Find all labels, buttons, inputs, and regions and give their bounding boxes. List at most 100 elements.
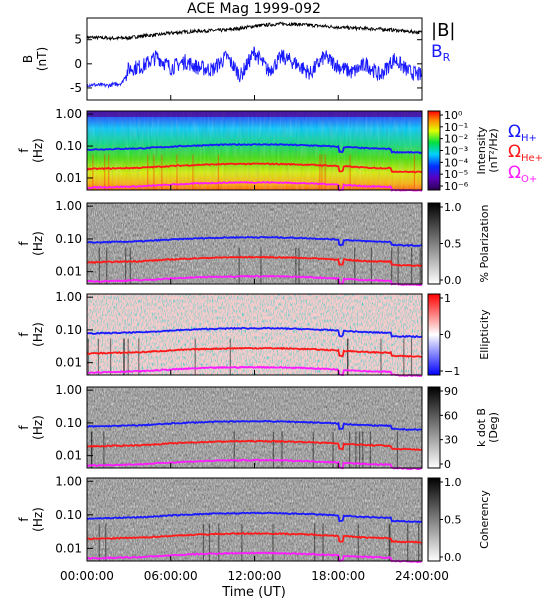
legend-omega-he: ΩHe+: [508, 142, 543, 164]
heatmap-streak: [127, 338, 129, 375]
colorbar-label: % Polarization: [478, 205, 491, 283]
heatmap-streak: [314, 523, 316, 561]
line-omega-h: [87, 235, 423, 248]
ytick-label: 1.00: [55, 383, 82, 397]
heatmap-streak: [357, 523, 359, 561]
ytick-label: 0.01: [55, 449, 82, 463]
ylabel-b: B(nT): [21, 47, 49, 71]
legend-omega-h: ΩH+: [508, 122, 537, 144]
line-omega-he: [86, 255, 423, 268]
line-omega-o: [86, 551, 423, 564]
panel-coherency: 1.00 0.10 0.01 f(Hz) 1.0 0.5 0.0 Coherency: [17, 474, 491, 564]
heatmap-streak: [281, 431, 283, 468]
time-axis-label: Time (UT): [221, 585, 286, 600]
panel-frame: [86, 17, 423, 101]
heatmap-streak: [105, 523, 107, 561]
colorbar-tick-label: 0.0: [444, 551, 462, 564]
heatmap-streak: [233, 431, 235, 468]
colorbar-tick-label: 10⁻²: [444, 133, 468, 146]
xtick-label: 06:00:00: [144, 569, 198, 583]
heatmap-streak: [349, 431, 351, 468]
colorbar-tick-label: 0.0: [444, 274, 462, 287]
ytick-label: 0.10: [55, 232, 82, 246]
heatmap-image: [87, 387, 422, 468]
heatmap-streak: [347, 338, 349, 375]
heatmap-streak: [208, 523, 211, 561]
colorbar-tick-label: 90: [444, 385, 458, 398]
heatmap-streak: [324, 154, 326, 190]
legend-panel1: |B| BR: [431, 20, 455, 64]
colorbar-tick-label: 1.0: [444, 201, 462, 214]
colorbar-label: Intensity(nT²/Hz): [475, 126, 500, 174]
heatmap-streak: [346, 338, 349, 375]
heatmap-streak: [260, 247, 262, 284]
heatmap-streak: [108, 154, 110, 190]
panel-k-dot-b: 1.00 0.10 0.01 f(Hz) 90 60 30 0 k dot B(Deg): [17, 383, 500, 471]
ylabel-f: f(Hz): [17, 231, 45, 256]
xtick-label: 24:00:00: [395, 569, 449, 583]
heatmap-streak: [238, 247, 240, 284]
colorbar-tick-label: 10⁻¹: [444, 121, 468, 134]
colorbar-tick-label: −1: [444, 365, 460, 378]
colorbar-tick-label: 10⁻⁵: [444, 168, 468, 181]
heatmap-streak: [217, 154, 219, 190]
ytick-label: 0.01: [55, 356, 82, 370]
heatmap-streak: [192, 154, 194, 190]
heatmap-streak: [370, 247, 372, 284]
colorbar-tick-label: 1: [444, 292, 451, 305]
colorbar-tick-label: 0: [444, 329, 451, 342]
heatmap-texture: [87, 111, 422, 190]
heatmap-streak: [388, 523, 390, 561]
legend-br: BR: [431, 42, 451, 64]
heatmap-streak: [194, 338, 196, 375]
heatmap-streak: [138, 338, 140, 375]
ytick-label: 0: [74, 57, 82, 71]
heatmap-streak: [110, 338, 112, 375]
heatmap-streak: [202, 523, 205, 561]
ylabel-f: f(Hz): [17, 415, 45, 440]
ytick-label: 1.00: [55, 107, 82, 121]
heatmap-streak: [147, 154, 149, 190]
heatmap-streak: [104, 154, 106, 190]
heatmap-streak: [229, 338, 231, 375]
colorbar-tick-label: 0.5: [444, 514, 462, 527]
heatmap-streak: [103, 431, 105, 468]
heatmap-streak: [298, 247, 300, 284]
colorbar-tick-label: 60: [444, 409, 458, 422]
colorbar-tick-label: 10⁰: [444, 109, 463, 122]
line-omega-h: [86, 419, 423, 432]
line-omega-h: [86, 511, 423, 524]
panels: 50-5B(nT)1.000.100.01f(Hz)10⁰10⁻¹10⁻²10⁻…: [17, 17, 500, 564]
heatmap-streak: [321, 154, 323, 190]
heatmap-band: [87, 111, 422, 117]
ytick-label: 1.00: [55, 290, 82, 304]
heatmap-streak: [98, 247, 100, 284]
xtick-label: 00:00:00: [60, 569, 114, 583]
heatmap-streak: [98, 523, 100, 561]
heatmap-streak: [129, 247, 131, 284]
heatmap-streak: [92, 154, 94, 190]
colorbar: [427, 386, 441, 469]
ytick-label: 1.00: [55, 199, 82, 213]
colorbar-label: k dot B(Deg): [475, 408, 500, 447]
line-omega-h: [87, 326, 423, 339]
time-axis: 00:00:00 06:00:00 12:00:00 18:00:00 24:00:00: [60, 95, 449, 583]
heatmap-image: [87, 478, 422, 561]
ytick-label: 0.01: [55, 541, 82, 555]
colorbar-tick-label: 0.5: [444, 238, 462, 251]
line-omega-he: [86, 346, 423, 359]
colorbar-tick-label: 0: [444, 458, 451, 471]
heatmap-streak: [125, 247, 127, 284]
line-omega-o: [86, 458, 423, 471]
heatmap-streak: [176, 154, 178, 190]
legend-omega-o: ΩO+: [508, 163, 537, 185]
colorbar-tick-label: 10⁻⁶: [444, 180, 469, 193]
line-omega-h: [86, 142, 423, 155]
series-line-bmag: [86, 21, 423, 42]
heatmap-streak: [241, 523, 243, 561]
heatmap-streak: [354, 247, 356, 284]
line-omega-he: [86, 531, 423, 544]
xtick-label: 12:00:00: [228, 569, 282, 583]
ytick-label: 0.10: [55, 139, 82, 153]
